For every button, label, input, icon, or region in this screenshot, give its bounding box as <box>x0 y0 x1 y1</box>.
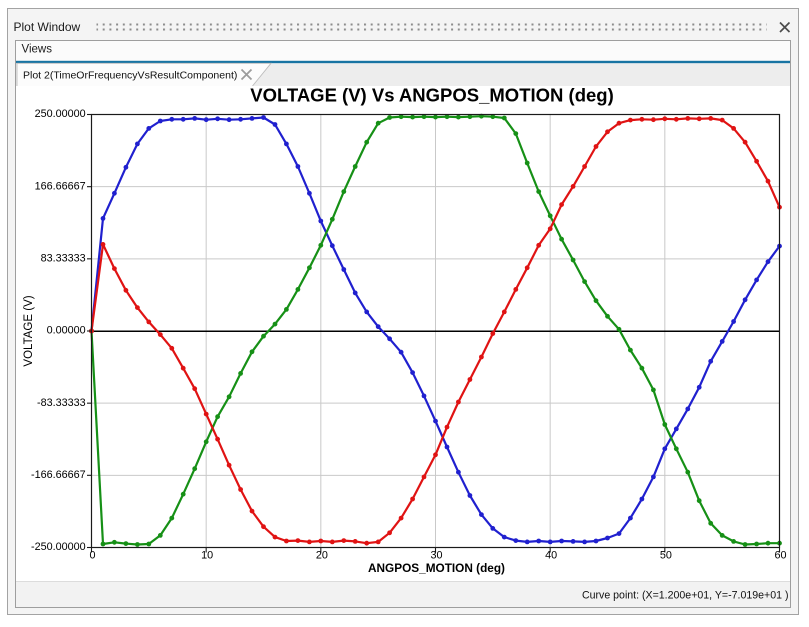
svg-text:Views: Views <box>22 44 53 56</box>
svg-text:-83.33333: -83.33333 <box>37 397 86 409</box>
svg-text:60: 60 <box>774 550 786 562</box>
svg-text:ANGPOS_MOTION (deg): ANGPOS_MOTION (deg) <box>368 561 505 575</box>
svg-text:83.33333: 83.33333 <box>41 253 86 265</box>
svg-text:10: 10 <box>201 550 213 562</box>
svg-text:30: 30 <box>430 550 442 562</box>
svg-text:Plot 2(TimeOrFrequencyVsResult: Plot 2(TimeOrFrequencyVsResultComponent) <box>23 70 237 82</box>
svg-text:20: 20 <box>316 550 328 562</box>
svg-text:-250.00000: -250.00000 <box>31 541 86 553</box>
svg-text:166.66667: 166.66667 <box>35 180 86 192</box>
svg-text:Plot Window: Plot Window <box>14 20 81 34</box>
svg-text:0: 0 <box>89 550 95 562</box>
svg-text:Curve point: (X=1.200e+01, Y=-: Curve point: (X=1.200e+01, Y=-7.019e+01 … <box>582 590 789 602</box>
svg-text:40: 40 <box>545 550 557 562</box>
svg-text:VOLTAGE (V) Vs ANGPOS_MOTION (: VOLTAGE (V) Vs ANGPOS_MOTION (deg) <box>250 85 614 106</box>
svg-text:250.00000: 250.00000 <box>35 108 86 120</box>
svg-text:VOLTAGE (V): VOLTAGE (V) <box>23 295 35 366</box>
svg-text:-166.66667: -166.66667 <box>31 469 86 481</box>
svg-text:50: 50 <box>660 550 672 562</box>
svg-text:0.00000: 0.00000 <box>47 325 86 337</box>
